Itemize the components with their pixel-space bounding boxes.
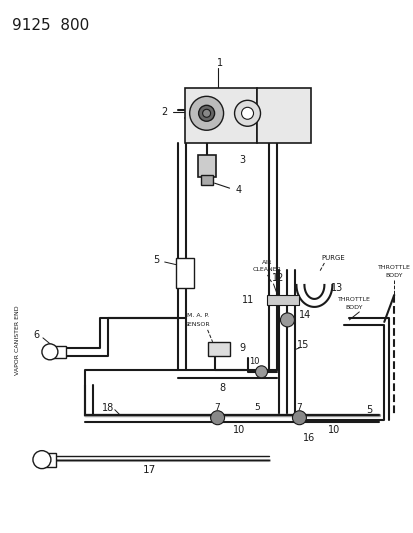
- Text: 10: 10: [328, 425, 339, 435]
- Text: 16: 16: [303, 433, 315, 443]
- Bar: [38, 453, 56, 466]
- Text: 9: 9: [239, 343, 245, 353]
- Circle shape: [198, 106, 214, 122]
- Bar: [256, 88, 311, 143]
- Circle shape: [33, 451, 51, 469]
- Text: 18: 18: [102, 403, 114, 413]
- Text: THROTTLE: THROTTLE: [337, 297, 370, 302]
- Text: BODY: BODY: [385, 273, 402, 278]
- Circle shape: [210, 411, 224, 425]
- Text: AIR: AIR: [262, 260, 272, 264]
- Text: 7: 7: [214, 403, 220, 412]
- Circle shape: [280, 313, 294, 327]
- Text: CLEANER: CLEANER: [252, 268, 281, 272]
- Circle shape: [189, 96, 223, 130]
- Bar: [50, 346, 66, 358]
- Bar: [184, 88, 256, 143]
- Circle shape: [292, 411, 306, 425]
- Text: 14: 14: [299, 310, 311, 320]
- Text: BODY: BODY: [345, 305, 362, 310]
- Text: M. A. P.: M. A. P.: [186, 313, 208, 318]
- Text: 5: 5: [153, 255, 159, 265]
- Bar: [200, 175, 212, 185]
- Text: 4: 4: [235, 185, 241, 195]
- Bar: [207, 342, 229, 356]
- Circle shape: [255, 366, 267, 378]
- Text: 9125  800: 9125 800: [12, 19, 89, 34]
- Text: 7: 7: [296, 403, 301, 412]
- Text: 11: 11: [242, 295, 254, 305]
- Text: 10: 10: [249, 357, 259, 366]
- Bar: [197, 155, 215, 177]
- Text: 6: 6: [34, 330, 40, 340]
- Bar: [175, 258, 193, 288]
- Text: THROTTLE: THROTTLE: [377, 265, 410, 270]
- Text: SENSOR: SENSOR: [184, 322, 210, 327]
- Text: 17: 17: [143, 465, 156, 474]
- Circle shape: [42, 344, 58, 360]
- Text: 10: 10: [233, 425, 245, 435]
- Bar: [267, 295, 299, 305]
- Text: 8: 8: [219, 383, 225, 393]
- Circle shape: [241, 107, 253, 119]
- Text: 3: 3: [239, 155, 245, 165]
- Text: VAPOR CANISTER END: VAPOR CANISTER END: [15, 305, 20, 375]
- Circle shape: [234, 100, 260, 126]
- Text: 5: 5: [366, 405, 372, 415]
- Text: 13: 13: [330, 283, 343, 293]
- Circle shape: [202, 109, 210, 117]
- Text: 5: 5: [254, 403, 260, 412]
- Text: PURGE: PURGE: [320, 255, 344, 261]
- Text: 15: 15: [297, 340, 309, 350]
- Text: 12: 12: [271, 273, 283, 283]
- Text: 1: 1: [216, 59, 222, 68]
- Text: 2: 2: [161, 107, 167, 117]
